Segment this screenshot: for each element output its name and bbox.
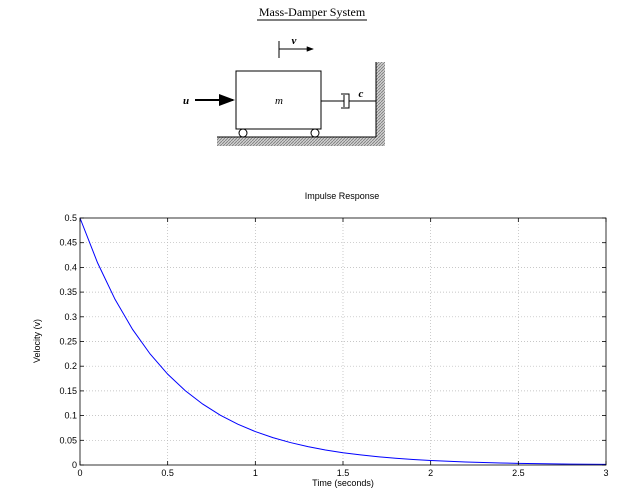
x-tick-label: 1.5 <box>337 468 350 478</box>
ground <box>217 137 384 146</box>
damper <box>321 93 376 109</box>
y-tick-label: 0.45 <box>59 238 77 248</box>
input-label: u <box>183 95 189 107</box>
x-tick-label: 0.5 <box>161 468 174 478</box>
x-tick-label: 2 <box>428 468 433 478</box>
y-tick-label: 0.5 <box>64 213 77 223</box>
y-tick-label: 0.05 <box>59 435 77 445</box>
y-tick-label: 0.15 <box>59 386 77 396</box>
chart-title: Impulse Response <box>305 191 380 201</box>
y-tick-label: 0.2 <box>64 361 77 371</box>
x-axis-ticks: 0 0.5 1 1.5 2 2.5 3 <box>77 218 609 478</box>
velocity-label: v <box>292 35 297 47</box>
x-tick-label: 1 <box>253 468 258 478</box>
impulse-response-chart: Impulse Response 0 0.5 1 1.5 2 2.5 3 00.050.10… <box>32 191 609 488</box>
y-tick-label: 0.1 <box>64 411 77 421</box>
x-tick-label: 3 <box>603 468 608 478</box>
y-tick-label: 0 <box>72 460 77 470</box>
x-tick-label: 0 <box>77 468 82 478</box>
mass-block <box>235 70 322 130</box>
grid <box>80 218 606 465</box>
left-wheel <box>238 128 248 138</box>
mass-label: m <box>275 95 283 107</box>
x-axis-label: Time (seconds) <box>312 478 374 488</box>
wall <box>376 62 385 146</box>
diagram-title: Mass-Damper System <box>259 5 366 19</box>
y-axis-ticks: 0 0.05 0.1 0.15 0.2 0.25 0.3 0.35 0.4 0.45 0.5 <box>59 213 606 470</box>
y-tick-label: 0.4 <box>64 262 77 272</box>
damper-label: c <box>359 88 364 100</box>
y-tick-label: 0.25 <box>59 337 77 347</box>
y-tick-label: 0.3 <box>64 312 77 322</box>
y-axis-label: Velocity (v) <box>32 319 42 363</box>
y-tick-label: 0.35 <box>59 287 77 297</box>
right-wheel <box>310 128 320 138</box>
mass-damper-diagram: Mass-Damper System v u m c <box>183 5 385 146</box>
x-tick-label: 2.5 <box>512 468 525 478</box>
